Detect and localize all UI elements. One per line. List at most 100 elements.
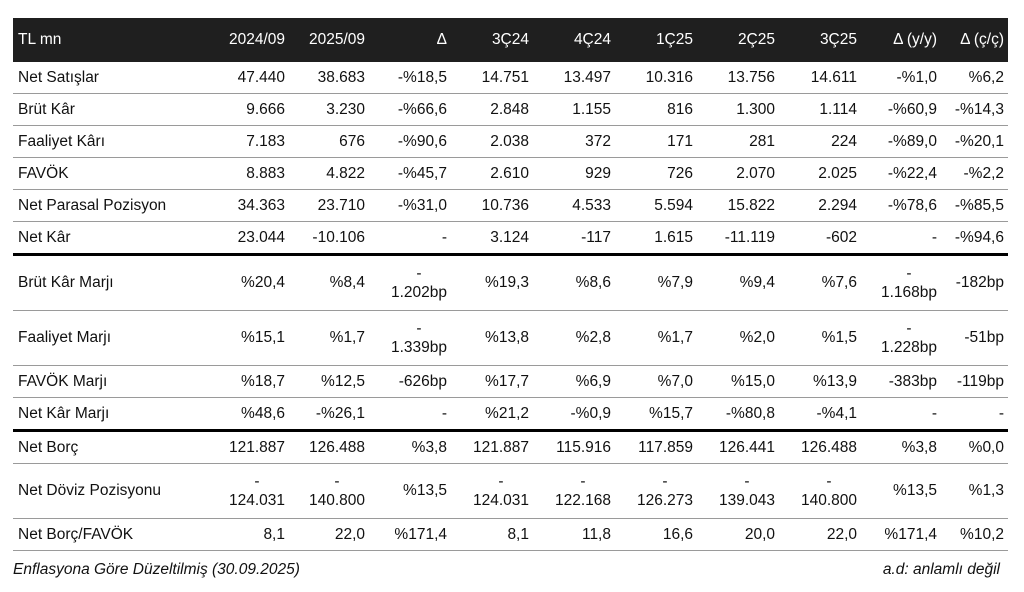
table-cell: %15,0 xyxy=(697,365,779,398)
financial-summary-table: TL mn 2024/09 2025/09 Δ 3Ç24 4Ç24 1Ç25 2… xyxy=(13,18,1008,551)
table-cell: %19,3 xyxy=(451,254,533,311)
wrapped-value: -1.228bp xyxy=(880,320,937,356)
footer-note: Enflasyona Göre Düzeltilmiş (30.09.2025) xyxy=(13,561,300,578)
table-cell: -%80,8 xyxy=(697,397,779,432)
table-cell: %3,8 xyxy=(369,430,451,464)
table-cell: -126.273 xyxy=(615,463,697,519)
row-label: FAVÖK Marjı xyxy=(13,365,201,398)
table-cell: -%94,6 xyxy=(941,221,1008,256)
table-cell: 1.114 xyxy=(779,93,861,126)
table-cell: 171 xyxy=(615,125,697,158)
row-label: Net Satışlar xyxy=(13,62,201,94)
table-cell: %6,2 xyxy=(941,62,1008,94)
table-cell: 2.025 xyxy=(779,157,861,190)
header-delta: Δ xyxy=(369,18,451,62)
table-row: Faaliyet Marjı %15,1 %1,7-1.339bp %13,8 %2,8… xyxy=(13,310,1008,366)
table-cell: -%89,0 xyxy=(861,125,941,158)
table-cell: 14.611 xyxy=(779,62,861,94)
table-cell: %1,7 xyxy=(615,310,697,366)
table-cell: -%78,6 xyxy=(861,189,941,222)
table-cell: 13.756 xyxy=(697,62,779,94)
header-2024-09: 2024/09 xyxy=(201,18,289,62)
table-row: Net Parasal Pozisyon 34.363 23.710 -%31,0 10… xyxy=(13,189,1008,222)
table-cell: -11.119 xyxy=(697,221,779,256)
wrapped-value: -139.043 xyxy=(718,473,775,509)
table-cell: 126.488 xyxy=(779,430,861,464)
table-cell: 4.822 xyxy=(289,157,369,190)
table-cell: -383bp xyxy=(861,365,941,398)
table-cell: 117.859 xyxy=(615,430,697,464)
table-cell: %171,4 xyxy=(861,518,941,551)
table-cell: %0,0 xyxy=(941,430,1008,464)
table-row: Net Kâr 23.044 -10.106-3.124 -117 1.615 -11.1… xyxy=(13,221,1008,256)
table-cell: 15.822 xyxy=(697,189,779,222)
table-cell: %171,4 xyxy=(369,518,451,551)
row-label: Net Borç xyxy=(13,430,201,464)
table-cell: %13,8 xyxy=(451,310,533,366)
table-cell: 8.883 xyxy=(201,157,289,190)
table-cell: -117 xyxy=(533,221,615,256)
row-label: Net Döviz Pozisyonu xyxy=(13,463,201,519)
row-label: Net Borç/FAVÖK xyxy=(13,518,201,551)
table-cell: -%2,2 xyxy=(941,157,1008,190)
table-row: Net Borç 121.887 126.488 %3,8 121.887 115.916… xyxy=(13,430,1008,464)
table-row: Net Satışlar 47.440 38.683 -%18,5 14.751 13.4… xyxy=(13,62,1008,94)
table-cell: -119bp xyxy=(941,365,1008,398)
row-label: Net Kâr xyxy=(13,221,201,256)
table-cell: %3,8 xyxy=(861,430,941,464)
table-cell: -1.168bp xyxy=(861,254,941,311)
table-cell: 5.594 xyxy=(615,189,697,222)
table-cell: %17,7 xyxy=(451,365,533,398)
table-cell: -%14,3 xyxy=(941,93,1008,126)
table-cell: - xyxy=(861,221,941,256)
table-cell: 7.183 xyxy=(201,125,289,158)
table-cell: -%4,1 xyxy=(779,397,861,432)
table-row: FAVÖK Marjı %18,7 %12,5 -626bp %17,7 %6,9 %7,0… xyxy=(13,365,1008,398)
table-cell: %2,8 xyxy=(533,310,615,366)
table-cell: %1,7 xyxy=(289,310,369,366)
wrapped-value: -126.273 xyxy=(636,473,693,509)
table-cell: 47.440 xyxy=(201,62,289,94)
table-cell: -140.800 xyxy=(779,463,861,519)
footer-abbreviation-note: a.d: anlamlı değil xyxy=(882,561,1000,578)
table-row: FAVÖK 8.883 4.822 -%45,7 2.610 929 726 2.070 2.0… xyxy=(13,157,1008,190)
table-row: Net Döviz Pozisyonu -124.031-140.800 %13,5… xyxy=(13,463,1008,519)
row-label: Faaliyet Marjı xyxy=(13,310,201,366)
header-tl-mn: TL mn xyxy=(13,18,201,62)
table-cell: 929 xyxy=(533,157,615,190)
table-cell: 3.124 xyxy=(451,221,533,256)
table-cell: 676 xyxy=(289,125,369,158)
table-cell: -%0,9 xyxy=(533,397,615,432)
table-cell: 2.610 xyxy=(451,157,533,190)
table-cell: 372 xyxy=(533,125,615,158)
table-cell: 34.363 xyxy=(201,189,289,222)
row-label: Net Parasal Pozisyon xyxy=(13,189,201,222)
table-cell: -1.202bp xyxy=(369,254,451,311)
table-cell: -%66,6 xyxy=(369,93,451,126)
table-cell: %7,0 xyxy=(615,365,697,398)
wrapped-value: -122.168 xyxy=(554,473,611,509)
table-row: Net Borç/FAVÖK 8,1 22,0 %171,4 8,1 11,8 16,6 20… xyxy=(13,518,1008,551)
wrapped-value: -124.031 xyxy=(228,473,285,509)
table-cell: -10.106 xyxy=(289,221,369,256)
table-cell: 11,8 xyxy=(533,518,615,551)
table-cell: 816 xyxy=(615,93,697,126)
table-header-row: TL mn 2024/09 2025/09 Δ 3Ç24 4Ç24 1Ç25 2… xyxy=(13,18,1008,62)
table-cell: 126.488 xyxy=(289,430,369,464)
wrapped-value: -140.800 xyxy=(800,473,857,509)
table-cell: 1.155 xyxy=(533,93,615,126)
header-3c25: 3Ç25 xyxy=(779,18,861,62)
header-1c25: 1Ç25 xyxy=(615,18,697,62)
header-4c24: 4Ç24 xyxy=(533,18,615,62)
table-cell: - xyxy=(861,397,941,432)
table-cell: -%85,5 xyxy=(941,189,1008,222)
table-cell: 10.736 xyxy=(451,189,533,222)
header-delta-yy: Δ (y/y) xyxy=(861,18,941,62)
table-cell: %6,9 xyxy=(533,365,615,398)
table-cell: %10,2 xyxy=(941,518,1008,551)
table-cell: %48,6 xyxy=(201,397,289,432)
table-cell: -124.031 xyxy=(451,463,533,519)
table-cell: -1.228bp xyxy=(861,310,941,366)
table-cell: -140.800 xyxy=(289,463,369,519)
header-3c24: 3Ç24 xyxy=(451,18,533,62)
